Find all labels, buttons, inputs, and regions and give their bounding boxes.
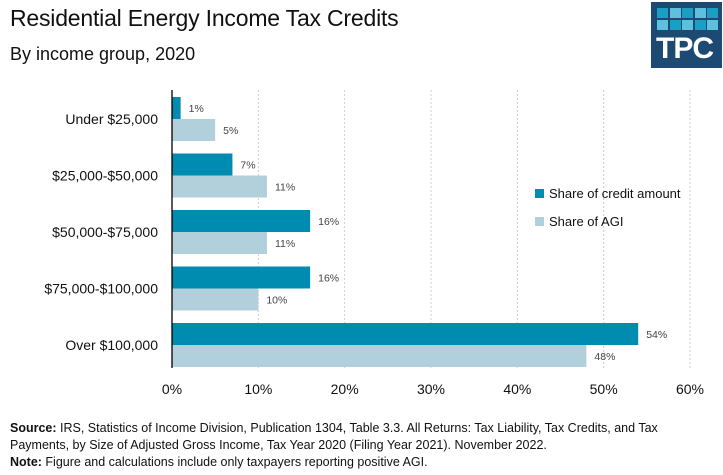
x-tick-label: 0% [162,381,182,397]
bar-agi-share [172,345,587,367]
logo-square [694,19,706,30]
bar-credit-share [172,97,181,119]
bar-agi-share [172,175,267,198]
data-labels: 1% 5% 7% 11% 16% 11% 16% 10% 54% 48% [189,103,668,363]
data-label: 16% [318,273,339,285]
x-tick-label: 50% [590,381,618,397]
data-label: 11% [275,182,295,194]
bars [172,97,639,367]
logo-square [694,8,706,18]
category-label: $75,000-$100,000 [44,281,158,297]
bar-credit-share [172,210,311,232]
tpc-logo: TPC [651,2,722,68]
legend-label-agi: Share of AGI [549,213,624,229]
note-label: Note: [10,455,42,469]
legend-item-agi: Share of AGI [535,211,681,231]
logo-square [657,19,668,30]
bar-chart: 1% 5% 7% 11% 16% 11% 16% 10% 54% 48% Under $25,00… [44,90,704,397]
data-label: 10% [266,295,287,307]
data-label: 7% [240,160,255,172]
bar-agi-share [172,232,267,254]
x-tick-label: 20% [331,381,359,397]
category-label: $50,000-$75,000 [52,224,158,240]
source-label: Source: [10,421,57,435]
source-note: Source: IRS, Statistics of Income Divisi… [10,420,715,454]
logo-square [669,8,681,18]
logo-square [657,8,668,18]
legend-label-credit: Share of credit amount [549,185,681,201]
chart-title: Residential Energy Income Tax Credits [10,5,399,31]
bar-credit-share [172,323,639,345]
note: Note: Figure and calculations include on… [10,454,715,471]
chart-subtitle: By income group, 2020 [10,44,196,64]
logo-square [669,19,681,30]
category-label: Under $25,000 [65,111,158,127]
category-labels: Under $25,000 $25,000-$50,000 $50,000-$75,… [44,111,158,353]
data-label: 5% [223,125,238,137]
bar-credit-share [172,153,233,176]
bar-agi-share [172,119,216,141]
logo-square [707,8,718,18]
x-tick-label: 10% [244,381,272,397]
x-tick-label: 40% [503,381,531,397]
logo-square [682,8,693,18]
legend-swatch-credit [535,188,544,198]
source-text: IRS, Statistics of Income Division, Publ… [10,421,658,452]
x-tick-label: 30% [417,381,445,397]
logo-square [707,19,718,30]
data-label: 54% [646,329,667,341]
data-label: 11% [275,238,295,250]
logo-text: TPC [656,32,714,65]
data-label: 1% [189,103,204,115]
note-text: Figure and calculations include only tax… [41,455,428,469]
legend: Share of credit amount Share of AGI [535,183,681,239]
x-tick-label: 60% [676,381,704,397]
data-label: 48% [594,351,615,363]
bar-credit-share [172,266,311,289]
legend-item-credit: Share of credit amount [535,183,681,203]
category-label: $25,000-$50,000 [52,168,158,184]
legend-swatch-agi [535,216,544,226]
data-label: 16% [318,216,339,228]
x-axis-ticks: 0% 10% 20% 30% 40% 50% 60% [162,381,704,397]
footer: Source: IRS, Statistics of Income Divisi… [10,420,715,471]
bar-agi-share [172,288,259,311]
category-label: Over $100,000 [65,337,158,353]
logo-square [682,19,693,30]
